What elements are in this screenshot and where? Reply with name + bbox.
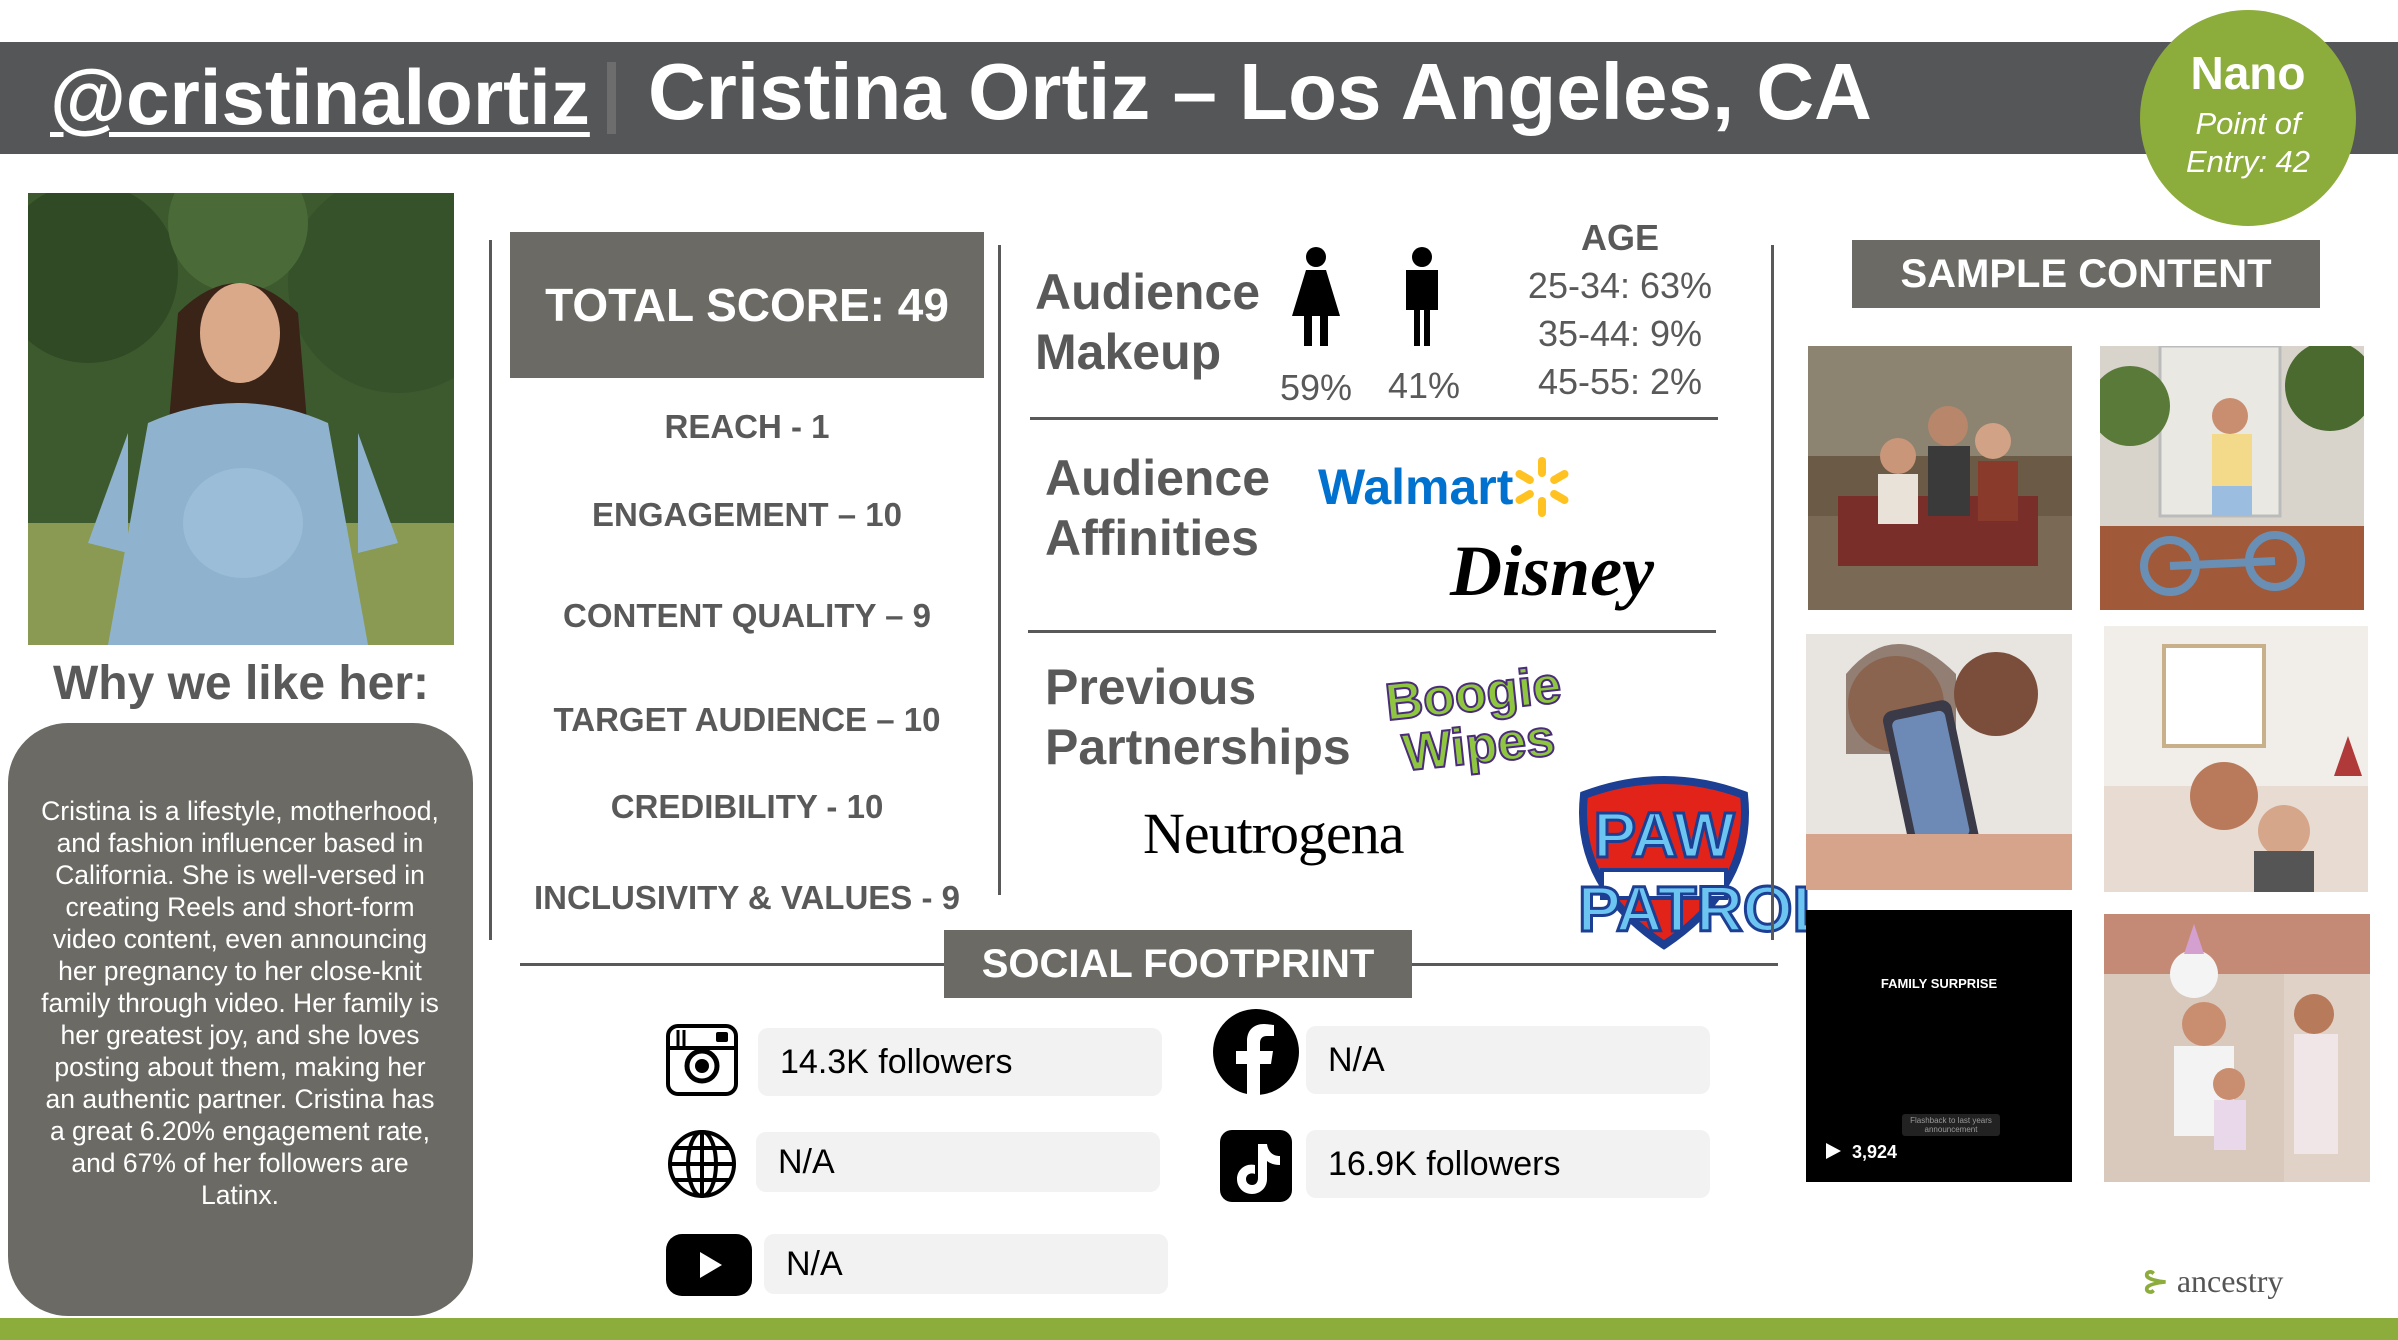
tier-line-2: Entry: 42 [2185, 144, 2311, 179]
male-icon [1406, 247, 1438, 346]
score-content-quality: CONTENT QUALITY – 9 [563, 597, 931, 634]
age-45-55: 45-55: 2% [1537, 361, 1703, 402]
header-bar [0, 42, 2398, 154]
disney-logo: Disney [1450, 531, 1654, 611]
age-label: AGE [1580, 217, 1659, 258]
affinities-title-1: Audience [1045, 450, 1271, 506]
female-percent: 59% [1280, 367, 1353, 408]
profile-photo [28, 193, 454, 645]
sample-video-thumb[interactable]: FAMILY SURPRISE Flashback to last years … [1806, 910, 2072, 1182]
tiktok-followers: 16.9K followers [1306, 1130, 1710, 1198]
ancestry-leaf-icon: ⊱ [2142, 1263, 2169, 1299]
walmart-logo: Walmart [1318, 459, 1514, 515]
neutrogena-logo: Neutrogena [1143, 801, 1405, 866]
audience-title-2: Makeup [1035, 324, 1222, 380]
play-icon [1826, 1143, 1841, 1159]
paw-patrol-logo: PAW PATROL [1577, 798, 1834, 947]
divider-1 [1030, 417, 1718, 420]
tiktok-icon[interactable] [1218, 1128, 1294, 1204]
partnerships-title-2: Partnerships [1045, 719, 1351, 775]
score-left-rule [489, 240, 492, 940]
instagram-followers: 14.3K followers [758, 1028, 1162, 1096]
tier-line-1: Point of [2195, 106, 2301, 141]
youtube-icon[interactable] [666, 1234, 752, 1296]
ancestry-wordmark: ancestry [2176, 1263, 2284, 1299]
tier-badge: Nano Point of Entry: 42 [2140, 10, 2356, 226]
female-icon [1292, 247, 1340, 346]
score-engagement: ENGAGEMENT – 10 [592, 496, 902, 533]
sample-thumb-6[interactable] [2104, 914, 2370, 1182]
sample-thumb-2[interactable] [2100, 346, 2364, 610]
bio-text: Cristina is a lifestyle, motherhood, and… [41, 796, 439, 1210]
audience-right-rule [1771, 245, 1774, 940]
video-title: FAMILY SURPRISE [1880, 976, 1998, 991]
facebook-followers: N/A [1306, 1026, 1710, 1094]
score-target-audience: TARGET AUDIENCE – 10 [553, 701, 941, 738]
age-35-44: 35-44: 9% [1537, 313, 1703, 354]
social-footprint-label: SOCIAL FOOTPRINT [944, 930, 1412, 998]
boogie-wipes-logo: Boogie Wipes [1382, 655, 1565, 784]
video-views: 3,924 [1852, 1142, 1898, 1162]
ancestry-logo: ⊱ ancestry [2142, 1262, 2283, 1300]
audience-title-1: Audience [1035, 264, 1261, 320]
score-right-rule [998, 245, 1001, 895]
total-score: TOTAL SCORE: 49 [510, 232, 984, 378]
sample-thumb-1[interactable] [1808, 346, 2072, 610]
video-caption: Flashback to last years announcement [1902, 1114, 2000, 1136]
paw-patrol-shield-icon [1579, 776, 1749, 950]
partnerships-title-1: Previous [1045, 659, 1257, 715]
website-followers: N/A [756, 1132, 1160, 1192]
profile-handle-link[interactable]: @cristinalortiz [50, 53, 590, 141]
instagram-icon[interactable] [664, 1022, 740, 1098]
male-percent: 41% [1388, 365, 1461, 406]
affinities-title-2: Affinities [1045, 510, 1259, 566]
bio-panel [8, 723, 473, 1316]
tier-name: Nano [2190, 47, 2306, 99]
sample-thumb-3[interactable] [1806, 634, 2072, 890]
divider-2 [1028, 630, 1716, 633]
globe-icon[interactable] [666, 1128, 738, 1200]
page-title: Cristina Ortiz – Los Angeles, CA [648, 47, 1872, 136]
score-reach: REACH - 1 [664, 408, 830, 445]
walmart-spark-icon [1515, 457, 1569, 517]
sample-content-label: SAMPLE CONTENT [1852, 240, 2320, 308]
score-credibility: CREDIBILITY - 10 [610, 788, 884, 825]
why-heading: Why we like her: [52, 657, 430, 710]
age-25-34: 25-34: 63% [1527, 265, 1713, 306]
youtube-followers: N/A [764, 1234, 1168, 1294]
header-divider [607, 62, 616, 134]
sample-thumb-4[interactable] [2104, 626, 2368, 892]
footer-bar [0, 1318, 2398, 1340]
score-inclusivity: INCLUSIVITY & VALUES - 9 [533, 879, 960, 916]
facebook-icon[interactable] [1212, 1008, 1300, 1096]
